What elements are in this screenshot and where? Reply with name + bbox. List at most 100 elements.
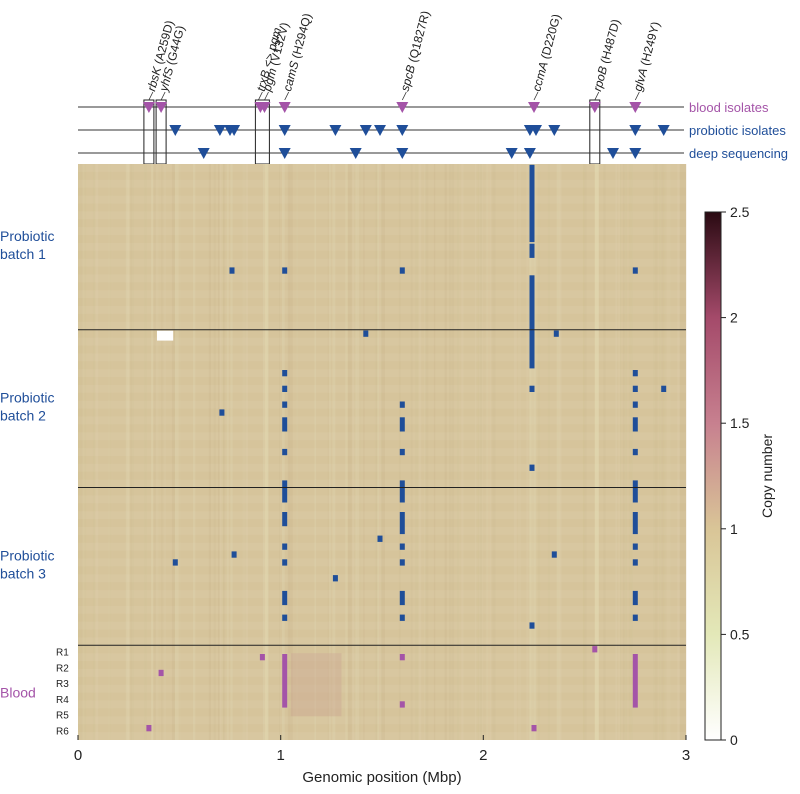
track-marker — [505, 148, 518, 159]
heatmap-texture-column — [328, 164, 332, 740]
heatmap-texture-column — [398, 164, 401, 740]
heatmap-texture-column — [377, 164, 379, 740]
mutation-mark — [282, 543, 288, 550]
blood-row-labels: R1 R2 R3 R4 R5 R6 — [56, 648, 69, 738]
heatmap-row-band — [78, 400, 686, 409]
mutation-mark — [399, 654, 405, 661]
heatmap-row-band — [78, 590, 686, 598]
heatmap-texture-column — [451, 164, 455, 740]
mutation-mark — [399, 267, 405, 274]
heatmap-row-band — [78, 574, 686, 583]
gene-label-leader — [264, 91, 269, 101]
heatmap-row-band — [78, 732, 686, 740]
mutation-mark — [282, 370, 288, 377]
heatmap-texture-column — [662, 164, 666, 740]
mutation-mark — [282, 559, 288, 566]
heatmap-texture-column — [130, 164, 132, 740]
heatmap-texture-column — [532, 164, 536, 740]
x-tick-label: 1 — [277, 747, 285, 764]
heatmap-light-band — [264, 164, 269, 740]
mutation-mark — [529, 275, 535, 369]
heatmap-texture-column — [625, 164, 627, 740]
track-label: deep sequencing — [689, 146, 788, 161]
heatmap-row-band — [78, 479, 686, 488]
mutation-mark — [158, 669, 164, 677]
gene-label: ccmA (D220G) — [529, 12, 563, 92]
heatmap-texture-column — [461, 164, 464, 740]
gene-label-leader — [148, 91, 154, 101]
gene-mutation: (H487D) — [597, 18, 623, 69]
heatmap-texture-column — [279, 164, 281, 740]
heatmap-row-band — [78, 605, 686, 614]
heatmap-texture-column — [174, 164, 179, 740]
gene-name: rpoB — [590, 65, 610, 93]
mutation-mark — [632, 559, 638, 566]
heatmap-row-band — [78, 432, 686, 441]
blood-row-label: R6 — [56, 727, 69, 738]
track-marker — [607, 148, 619, 159]
heatmap-texture-column — [449, 164, 452, 740]
heatmap-texture-column — [489, 164, 492, 740]
heatmap-texture-column — [128, 164, 130, 740]
gene-name: camS — [280, 60, 301, 93]
mutation-mark — [282, 385, 288, 392]
heatmap-texture-column — [331, 164, 336, 740]
heatmap-texture-column — [288, 164, 293, 740]
heatmap-row-band — [78, 195, 686, 204]
mutation-mark — [399, 590, 405, 606]
heatmap-texture-column — [345, 164, 347, 740]
heatmap-texture-column — [534, 164, 538, 740]
mutation-mark — [592, 646, 598, 653]
colorbar-tick-label: 2 — [730, 310, 738, 326]
heatmap-row-band — [78, 448, 686, 456]
heatmap-texture-column — [161, 164, 163, 740]
heatmap-row-band — [78, 337, 686, 346]
mutation-mark — [399, 614, 405, 621]
heatmap-texture-column — [226, 164, 228, 740]
track-marker — [349, 148, 362, 159]
mutation-mark — [632, 512, 638, 535]
heatmap-texture-column — [230, 164, 233, 740]
heatmap-row-band — [78, 384, 686, 393]
track-marker — [228, 125, 241, 136]
colorbar-gradient — [704, 211, 722, 741]
heatmap-row-band — [78, 463, 686, 472]
mutation-mark — [551, 551, 557, 558]
heatmap-texture-column — [603, 164, 606, 740]
track-marker — [278, 102, 291, 113]
heatmap-row-band — [78, 558, 686, 567]
heatmap-texture-column — [109, 164, 112, 740]
gene-label-leader — [258, 91, 263, 101]
heatmap-texture-column — [379, 164, 382, 740]
heatmap-texture-column — [348, 164, 352, 740]
mutation-mark — [377, 535, 383, 542]
heatmap-texture-column — [78, 164, 81, 740]
gene-label-leader — [284, 91, 290, 101]
mutation-mark — [399, 448, 405, 456]
colorbar-tick-label: 0.5 — [730, 626, 750, 642]
heatmap-texture-column — [221, 164, 226, 740]
heatmap-texture-column — [666, 164, 671, 740]
mutation-mark — [399, 401, 405, 408]
gene-mutation: (H249Y) — [637, 20, 663, 70]
gene-name: rbsK — [144, 64, 164, 92]
heatmap-blood-tint — [290, 653, 342, 717]
track-marker — [155, 102, 168, 113]
mutation-mark — [231, 551, 237, 558]
gene-name: spcB — [398, 63, 418, 92]
heatmap-texture-column — [485, 164, 490, 740]
heatmap-texture-column — [415, 164, 419, 740]
group-label-line2: batch 2 — [0, 408, 46, 424]
mutation-mark — [172, 559, 178, 566]
track-marker — [142, 102, 155, 113]
heatmap-row-band — [78, 242, 686, 251]
heatmap-row-band — [78, 274, 686, 283]
mutation-mark — [282, 512, 288, 527]
group-label-line1: Probiotic — [0, 547, 54, 563]
heatmap-row-band — [78, 511, 686, 520]
heatmap-row-band — [78, 179, 686, 188]
heatmap-texture-column — [527, 164, 530, 740]
track-marker — [359, 125, 372, 136]
gene-name: yhfS — [156, 66, 176, 94]
mutation-mark — [282, 480, 288, 503]
